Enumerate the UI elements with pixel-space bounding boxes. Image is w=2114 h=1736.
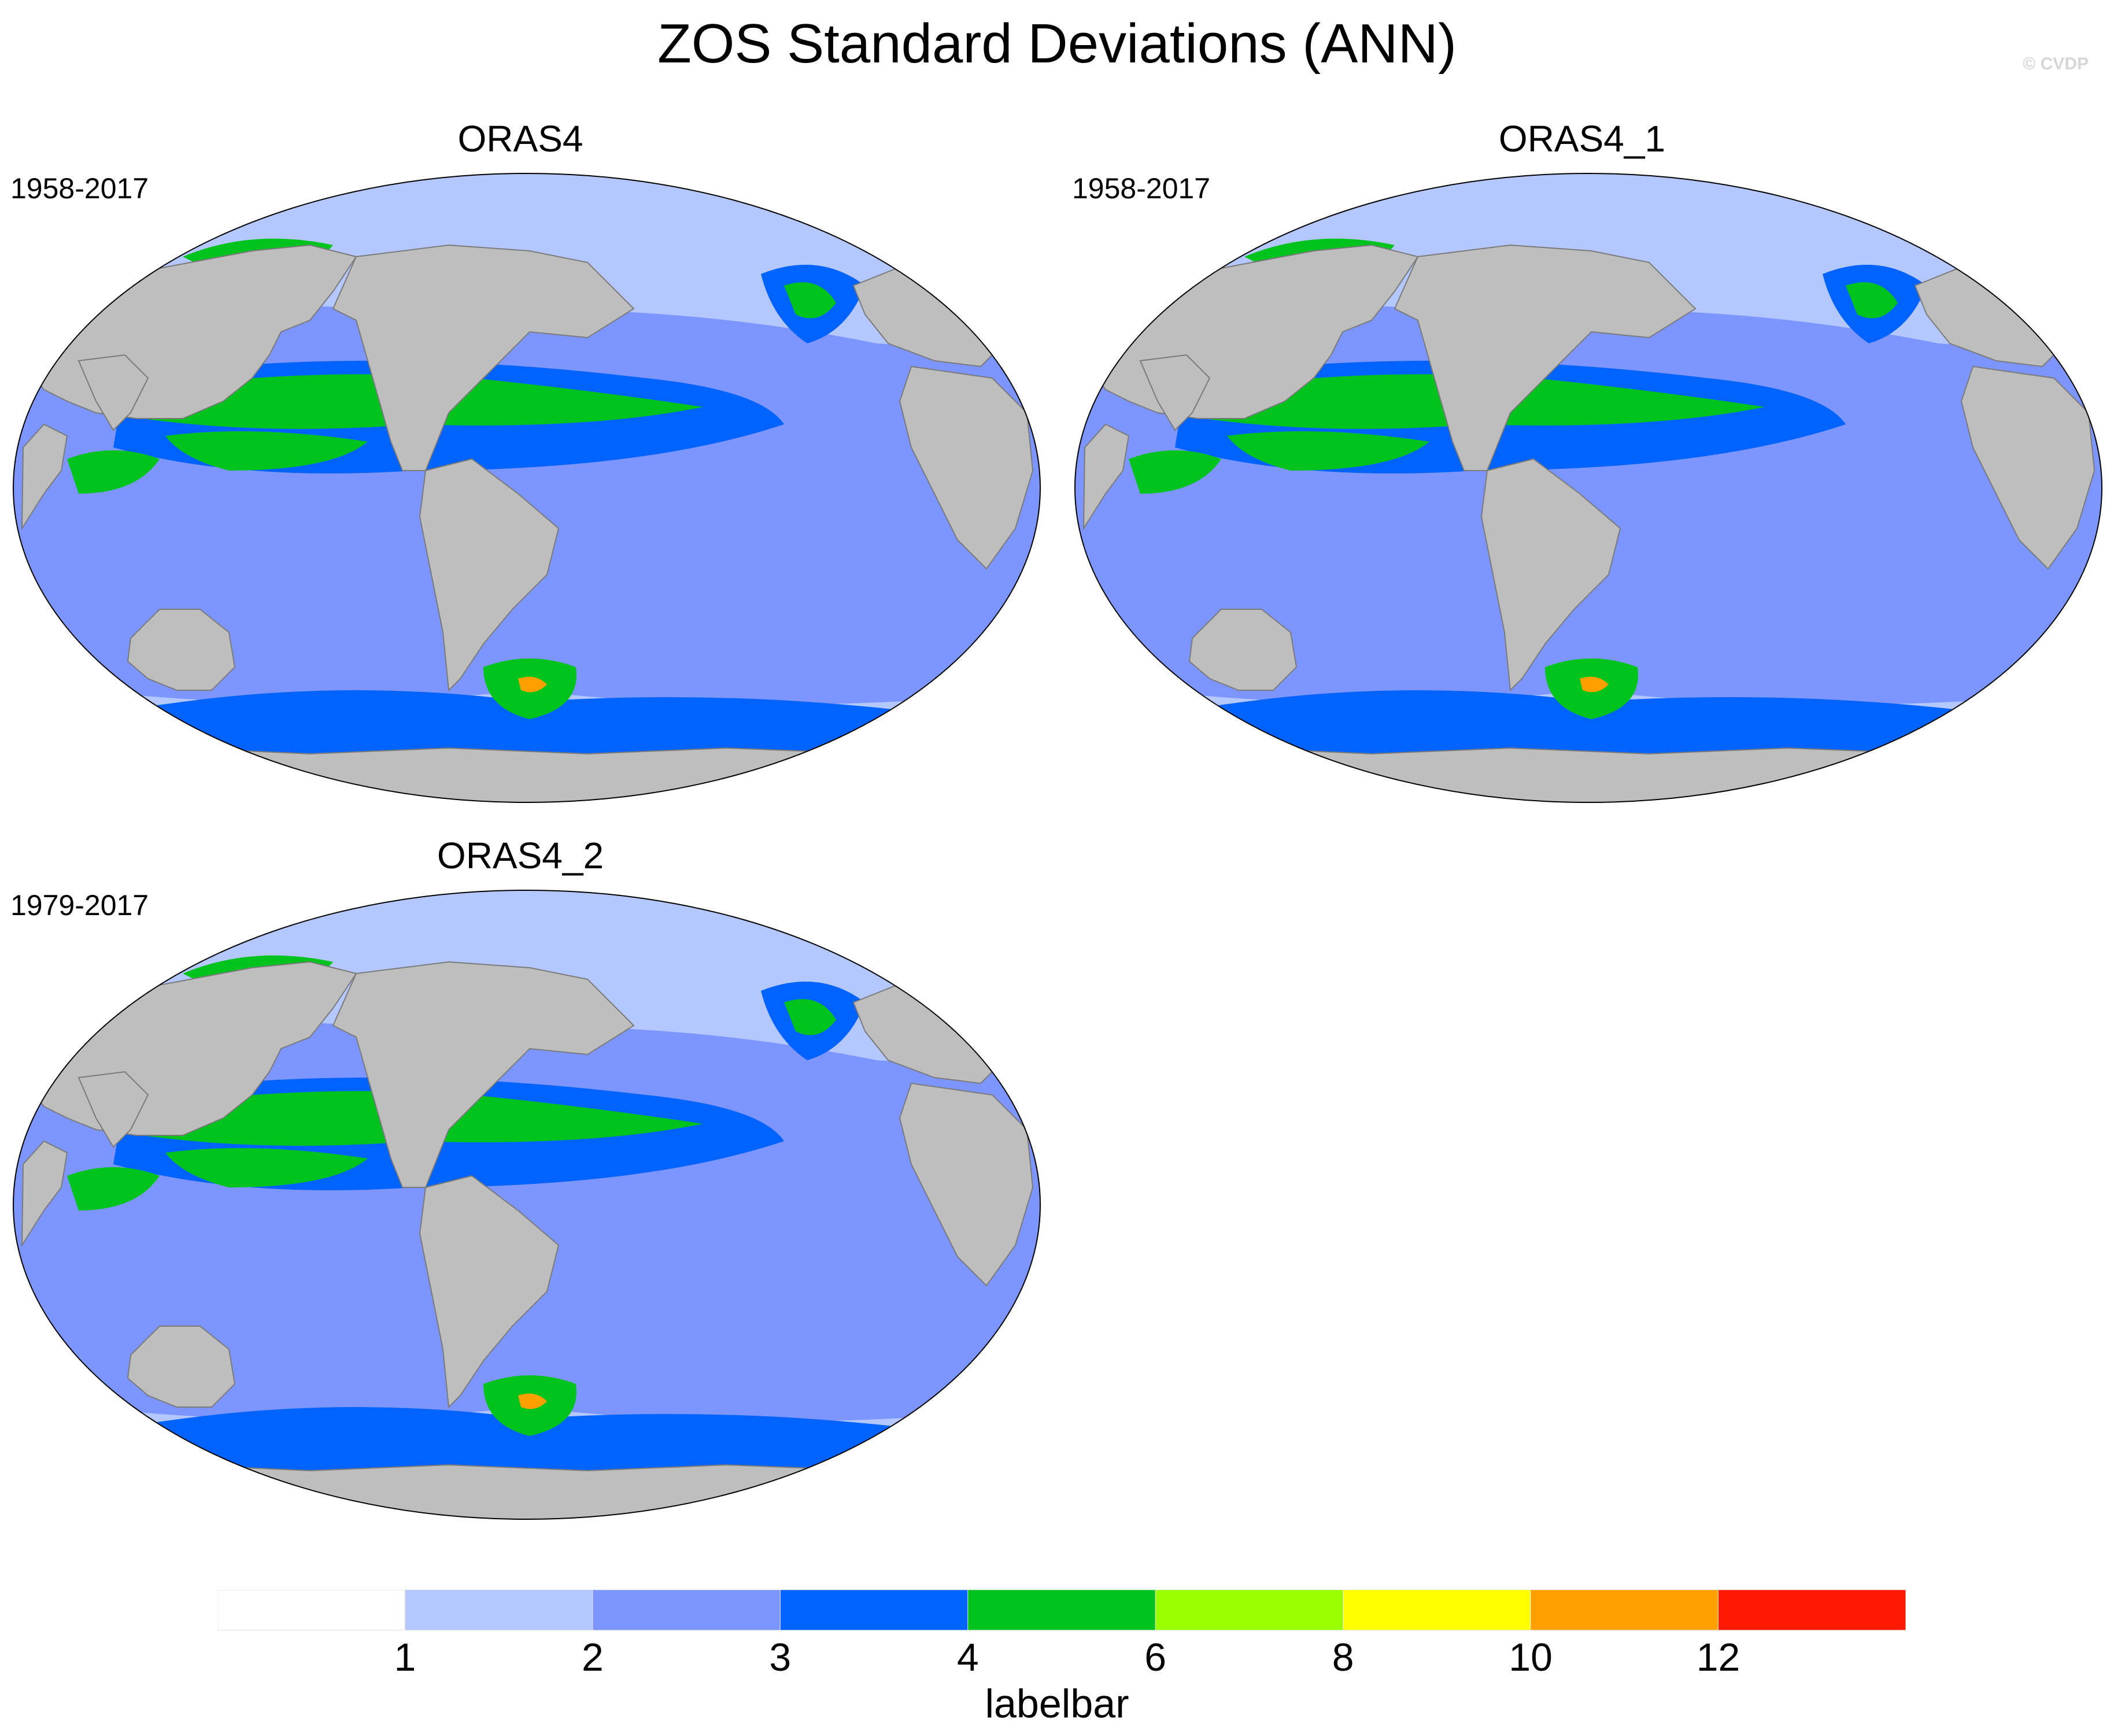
india-landmass [77,354,149,431]
indian-ocean-patch [1129,450,1221,494]
map-border [1074,173,2102,803]
labelbar-swatch [1343,1590,1531,1631]
labelbar-swatch [779,1590,969,1631]
indian-ocean-patch [67,450,160,494]
labelbar-swatch [1718,1590,1906,1631]
australia-landmass [127,1326,236,1408]
gulf-stream-core [784,282,836,319]
labelbar-swatch [404,1590,593,1631]
labelbar-tick-label: 3 [769,1635,791,1679]
india-landmass [1139,354,1211,431]
labelbar-tick-label: 6 [1144,1635,1166,1679]
africa-landmass [21,423,68,531]
australia-landmass [1188,609,1298,691]
australia-landmass [127,609,236,691]
antarctica-landmass [13,747,1040,802]
africa-landmass [1082,423,1130,531]
map-panel-oras4: ORAS4 1958-2017 [0,116,1041,832]
north-america-landmass [332,244,635,471]
south-pacific-convergence [165,1148,368,1187]
africa-east-landmass [1960,365,2095,570]
map-panel-oras4-2: ORAS4_2 1979-2017 [0,832,1041,1549]
map-border [13,173,1041,803]
cvdp-credit: © CVDP [2023,54,2089,73]
panel-period: 1958-2017 [10,172,149,205]
south-america-landmass [1480,458,1621,692]
labelbar-tick-label: 2 [582,1635,604,1679]
labelbar-tick-label: 4 [957,1635,979,1679]
southern-ocean-max [1580,676,1609,693]
india-landmass [77,1071,149,1148]
labelbar-swatch [1530,1590,1719,1631]
gulf-stream-core [784,999,836,1035]
color-labelbar: 1 2 3 4 6 8 10 12 [217,1590,1906,1679]
south-america-landmass [419,1175,560,1409]
north-america-landmass [332,961,635,1188]
labelbar-tick-label: 1 [394,1635,416,1679]
figure-title: ZOS Standard Deviations (ANN) [657,13,1457,75]
africa-east-landmass [899,365,1034,570]
labelbar-title: labelbar [985,1681,1129,1726]
world-map [13,890,1041,1520]
africa-east-landmass [899,1082,1034,1287]
africa-landmass [21,1140,68,1248]
panel-title: ORAS4_2 [437,835,604,876]
south-pacific-convergence [165,431,368,471]
labelbar-swatch [967,1590,1156,1631]
labelbar-swatch [1155,1590,1344,1631]
antarctica-landmass [1075,747,2102,802]
world-map [13,173,1041,803]
panel-title: ORAS4 [457,118,583,160]
labelbar-swatch [592,1590,781,1631]
labelbar-tick-label: 10 [1509,1635,1553,1679]
labelbar-swatch [217,1590,405,1631]
south-pacific-convergence [1227,431,1429,471]
southern-ocean-max [518,1393,547,1409]
world-map [1074,173,2102,803]
map-border [13,890,1041,1520]
gulf-stream-core [1846,282,1898,319]
southern-ocean-max [518,676,547,693]
panel-title: ORAS4_1 [1498,118,1666,160]
panel-period: 1979-2017 [10,889,149,921]
labelbar-tick-label: 12 [1697,1635,1740,1679]
south-america-landmass [419,458,560,692]
map-panel-oras4-1: ORAS4_1 1958-2017 [1062,116,2102,832]
panel-period: 1958-2017 [1072,172,1211,205]
labelbar-tick-label: 8 [1332,1635,1354,1679]
antarctica-landmass [13,1464,1040,1519]
north-america-landmass [1394,244,1697,471]
indian-ocean-patch [67,1167,160,1211]
